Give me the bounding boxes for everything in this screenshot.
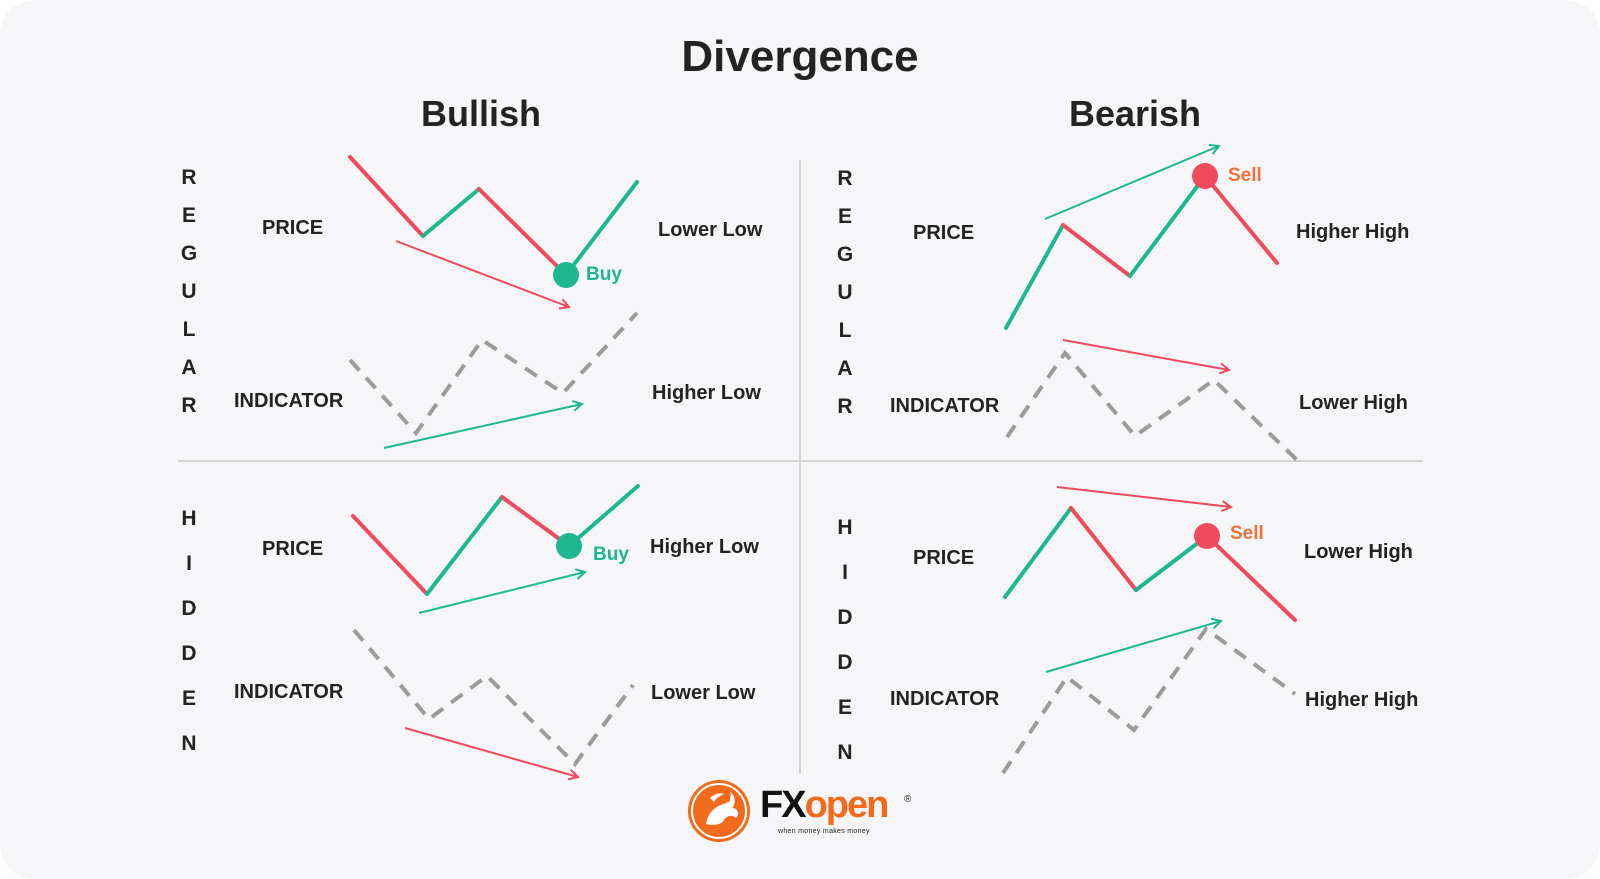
- hidden-bullish-price-desc: Higher Low: [650, 536, 759, 558]
- hidden-bearish-price-arrow: [1056, 486, 1231, 507]
- bullish-heading: Bullish: [420, 93, 542, 134]
- buy-dot-hidden: [556, 533, 582, 559]
- hidden-bearish-price-line: [1003, 506, 1297, 622]
- price-label-regular-bullish: PRICE: [262, 217, 324, 239]
- fxopen-tagline: when money makes money: [778, 828, 870, 835]
- fxopen-wordmark: FXopen: [760, 784, 889, 826]
- buy-dot-regular: [553, 262, 579, 288]
- price-label-regular-bearish: PRICE: [913, 222, 975, 244]
- regular-bullish-price-line: [348, 155, 639, 277]
- page-title: Divergence: [681, 32, 919, 81]
- regular-bearish-indicator-desc: Lower High: [1299, 392, 1408, 414]
- sell-signal-label-regular: Sell: [1228, 165, 1262, 186]
- fxopen-logo: FXopen ® when money makes money: [686, 776, 916, 846]
- sell-dot-hidden: [1194, 523, 1220, 549]
- indicator-label-hidden-bearish: INDICATOR: [890, 688, 1000, 710]
- sell-dot-regular: [1192, 163, 1218, 189]
- regular-bearish-indicator-line: [1005, 349, 1299, 462]
- hidden-bullish-price-arrow: [418, 572, 585, 614]
- buy-signal-label-regular: Buy: [586, 264, 622, 285]
- indicator-label-regular-bullish: INDICATOR: [234, 390, 344, 412]
- hidden-bullish-indicator-line: [352, 628, 635, 768]
- price-label-hidden-bearish: PRICE: [913, 547, 975, 569]
- regular-bullish-price-desc: Lower Low: [658, 219, 763, 241]
- regular-bullish-indicator-desc: Higher Low: [652, 382, 761, 404]
- hidden-bearish-indicator-line: [1001, 626, 1297, 775]
- vertical-divider: [799, 160, 801, 774]
- indicator-label-regular-bearish: INDICATOR: [890, 395, 1000, 417]
- regular-bullish-price-arrow: [395, 240, 569, 307]
- hidden-bullish-indicator-arrow: [404, 727, 578, 777]
- bearish-heading: Bearish: [1068, 93, 1202, 134]
- price-label-hidden-bullish: PRICE: [262, 538, 324, 560]
- indicator-label-hidden-bullish: INDICATOR: [234, 681, 344, 703]
- hidden-bullish-price-line: [351, 484, 640, 596]
- regular-bullish-indicator-line: [348, 311, 639, 437]
- hidden-bearish-price-desc: Lower High: [1304, 541, 1413, 563]
- hidden-bullish-indicator-desc: Lower Low: [651, 682, 756, 704]
- sell-signal-label-hidden: Sell: [1230, 523, 1264, 544]
- regular-bullish-indicator-arrow: [383, 404, 582, 449]
- dragon-logo-icon: [688, 780, 750, 842]
- hidden-bearish-indicator-arrow: [1045, 621, 1221, 673]
- regular-bearish-price-arrow: [1044, 146, 1219, 220]
- regular-bearish-price-line: [1004, 174, 1279, 330]
- buy-signal-label-hidden: Buy: [593, 544, 629, 565]
- regular-bearish-indicator-arrow: [1062, 339, 1229, 370]
- regular-bearish-price-desc: Higher High: [1296, 221, 1410, 243]
- hidden-bearish-indicator-desc: Higher High: [1305, 689, 1419, 711]
